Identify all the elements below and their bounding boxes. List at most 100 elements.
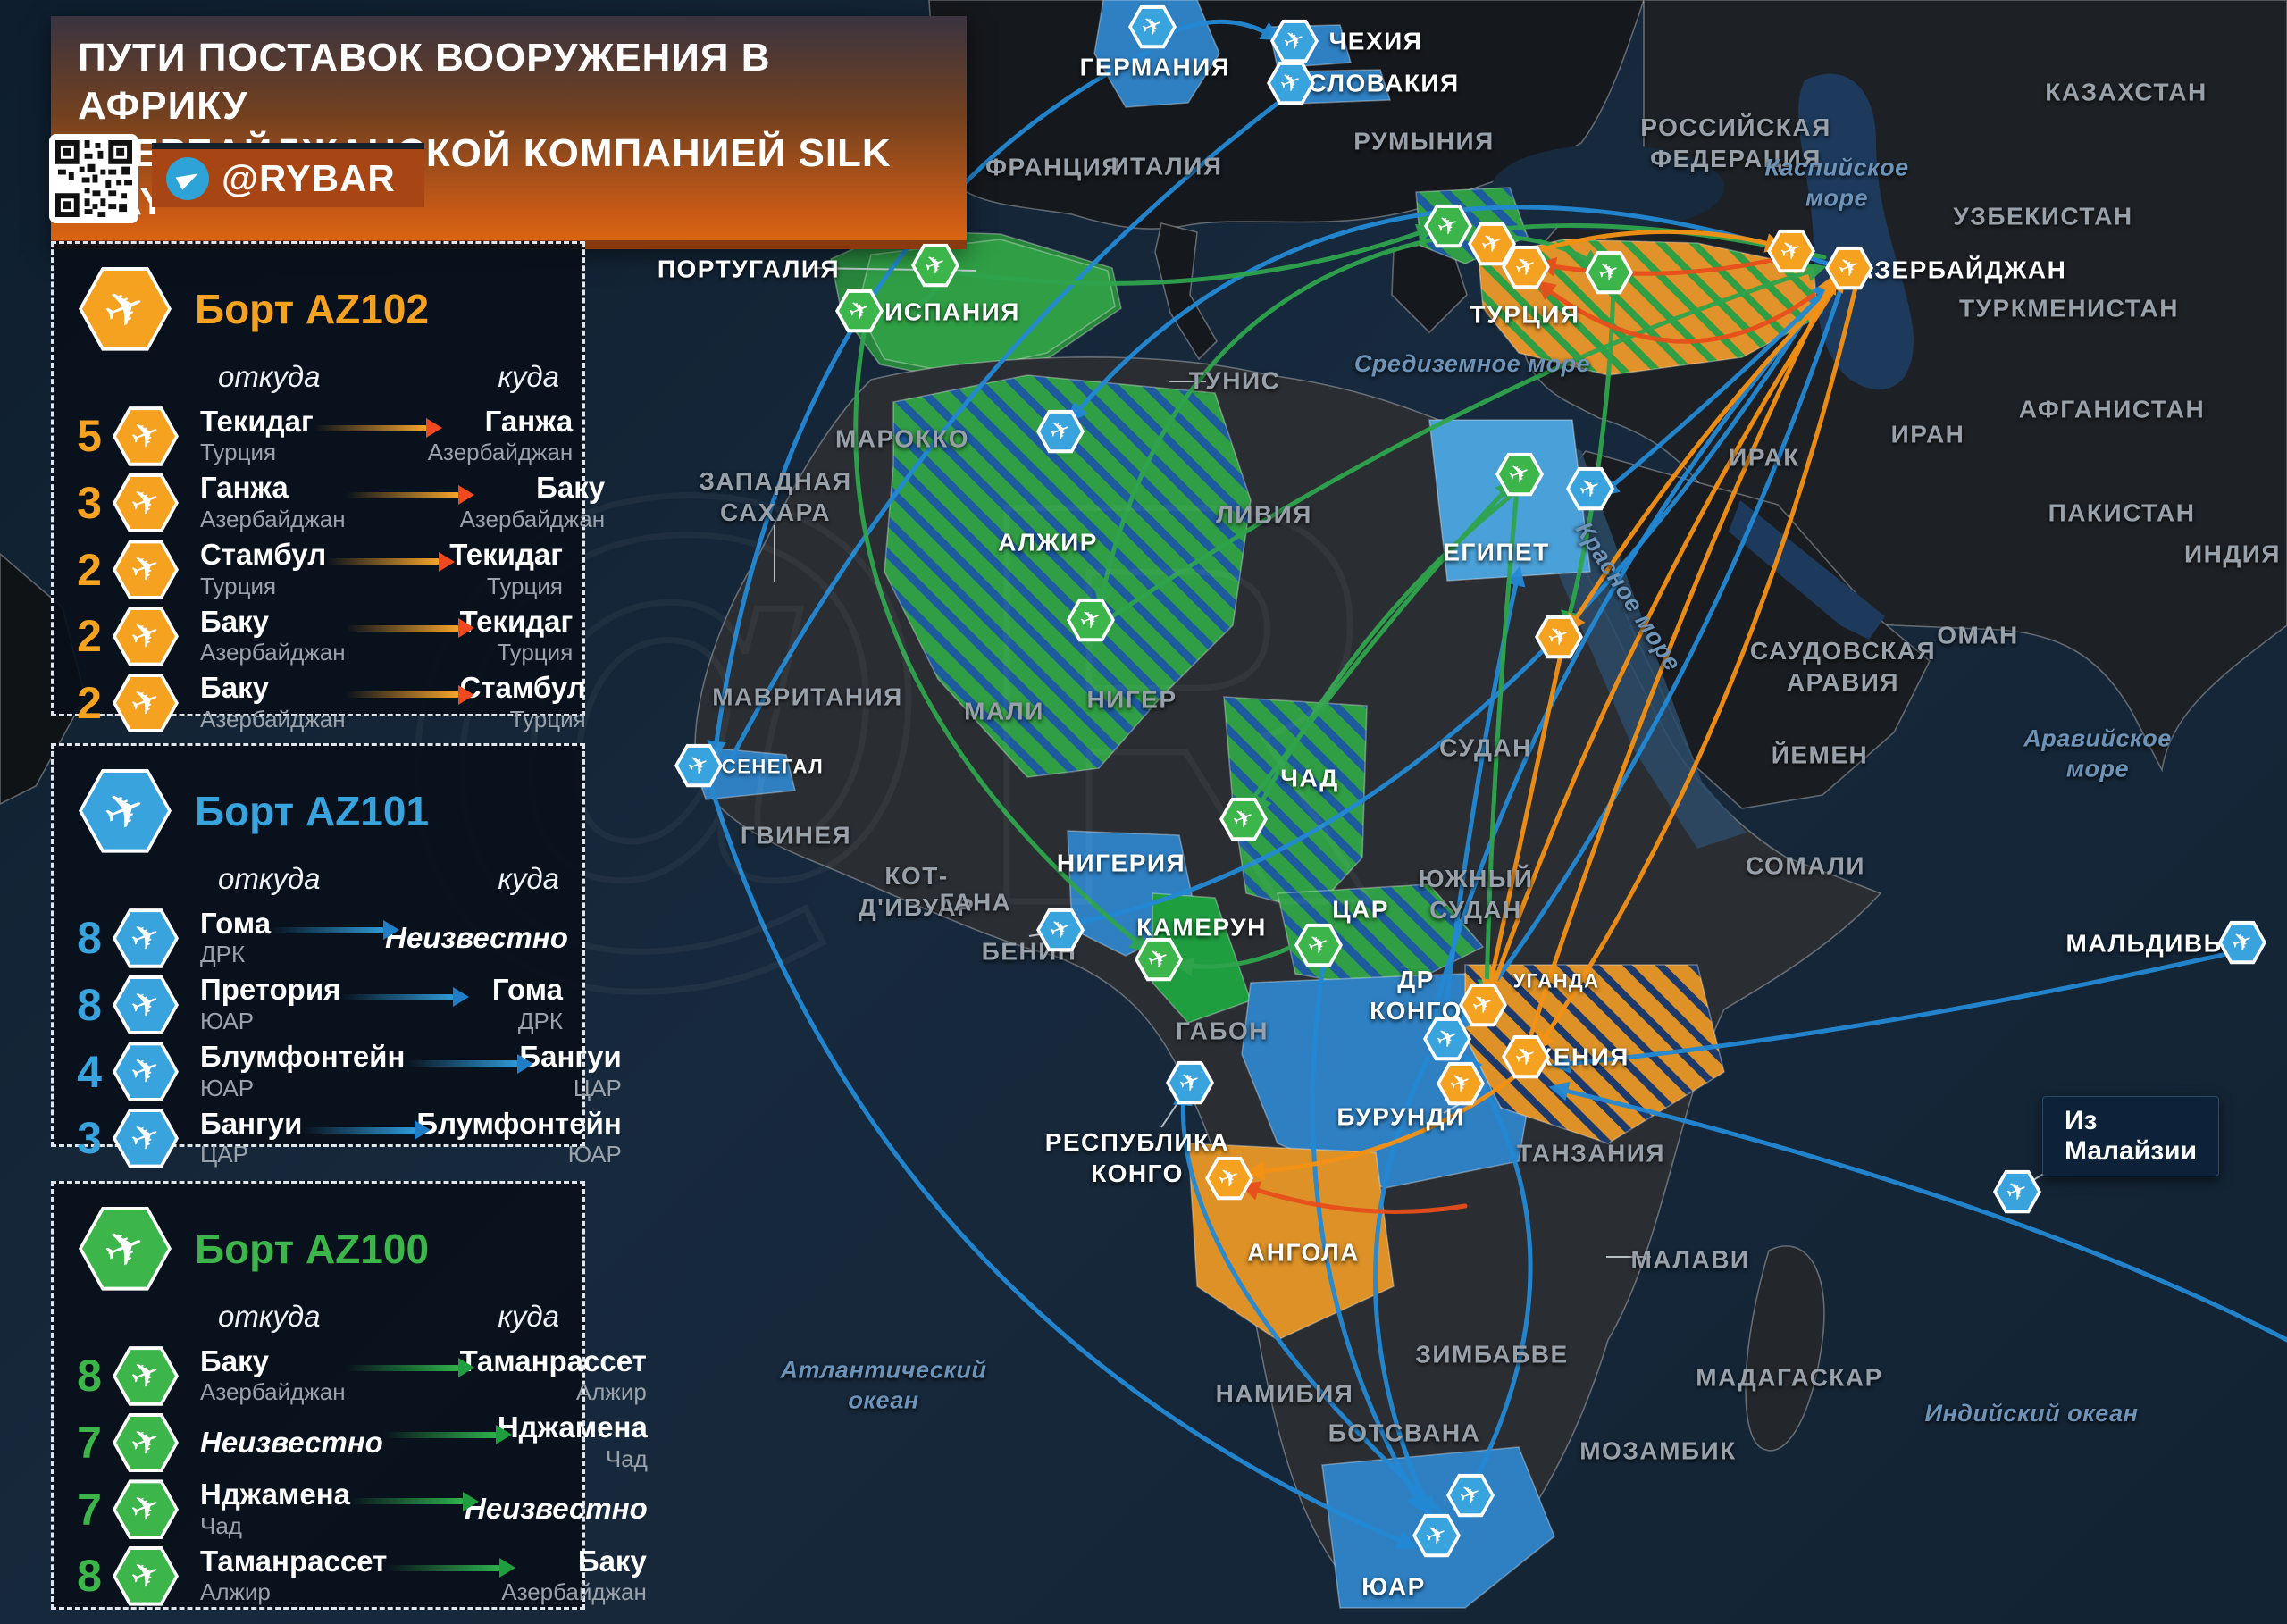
flight-route-o — [1486, 272, 1846, 1003]
panel-header: ✈ Борт AZ101 — [79, 769, 566, 853]
route-row: 2 ✈ Стамбул Турция Текидаг Турция — [66, 537, 566, 600]
blue-plane-marker: ✈ — [1166, 1060, 1214, 1105]
route-from: Гома ДРК — [200, 906, 272, 968]
route-arrow — [387, 1558, 516, 1578]
route-row: 3 ✈ Ганжа Азербайджан Баку Азербайджан — [66, 471, 605, 533]
map-label: МАДАГАСКАР — [1696, 1363, 1883, 1392]
legend-panel-az100: ✈ Борт AZ100 откуда куда 8 ✈ Баку Азербайджан Та… — [51, 1181, 648, 1610]
flight-count: 8 — [77, 913, 102, 964]
map-label: ТАНЗАНИЯ — [1516, 1139, 1666, 1168]
legend-panel-az101: ✈ Борт AZ101 откуда куда 8 ✈ Гома ДРК Неизвестно… — [51, 743, 622, 1168]
map-label: БОТСВАНА — [1328, 1419, 1481, 1447]
flight-route-b — [1068, 205, 1830, 423]
flight-count: 8 — [77, 1551, 102, 1602]
route-arrow — [302, 1120, 431, 1141]
map-label: Индийский океан — [1924, 1400, 2139, 1427]
flight-route-o — [1518, 273, 1837, 1070]
panel-title: Борт AZ100 — [195, 1225, 430, 1272]
blue-plane-marker: ✈ — [1267, 61, 1315, 105]
route-to: Неизвестно — [464, 1492, 648, 1526]
route-to: Нджамена Чад — [497, 1411, 648, 1472]
map-label: ЙЕМЕН — [1771, 741, 1869, 769]
route-arrow — [345, 684, 474, 705]
route-from: Ганжа Азербайджан — [200, 471, 346, 532]
map-label: МАЛАВИ — [1630, 1245, 1750, 1274]
map-label: САУДОВСКАЯ АРАВИЯ — [1749, 637, 1937, 696]
map-label: ОМАН — [1937, 621, 2019, 649]
green-plane-marker: ✈ — [1067, 598, 1115, 642]
route-to: Стамбул Турция — [459, 671, 586, 732]
route-row: 2 ✈ Баку Азербайджан Текидаг Турция — [66, 604, 573, 667]
green-plane-marker: ✈ — [1585, 250, 1633, 295]
route-from: Блумфонтейн ЮАР — [200, 1039, 406, 1101]
rybar-badge: @RYBAR — [152, 143, 424, 207]
map-label: НИГЕР — [1086, 685, 1177, 714]
orange-plane-marker: ✈ — [1825, 246, 1873, 290]
map-label: ГАНА — [939, 888, 1012, 917]
map-label: ЗАПАДНАЯ САХАРА — [699, 467, 852, 526]
map-label: РЕСПУБЛИКА КОНГО — [1044, 1128, 1230, 1187]
blue-plane-marker: ✈ — [674, 743, 723, 788]
route-to: Текидаг Турция — [449, 537, 563, 599]
route-to: Баку Азербайджан — [459, 471, 606, 532]
map-label: ИСПАНИЯ — [884, 297, 1020, 326]
flight-route-b — [705, 773, 1418, 1550]
route-from: Неизвестно — [200, 1425, 383, 1459]
map-label: ИТАЛИЯ — [1110, 152, 1223, 180]
map-label: АЗЕРБАЙДЖАН — [1855, 255, 2067, 284]
map-label: ТУНИС — [1188, 366, 1281, 395]
map-label: ЕГИПЕТ — [1443, 538, 1550, 566]
route-row: 8 ✈ Таманрассет Алжир Баку Азербайджан — [66, 1544, 647, 1607]
flight-route-g — [853, 326, 1151, 953]
route-from: Баку Азербайджан — [200, 604, 346, 666]
blue-plane-marker: ✈ — [2218, 920, 2266, 965]
map-label: Средиземное море — [1353, 350, 1591, 378]
flight-icon: ✈ — [79, 1207, 172, 1291]
from-column-label: откуда — [218, 359, 321, 393]
route-row: 5 ✈ Текидаг Турция Ганжа Азербайджан — [66, 406, 573, 467]
blue-plane-marker: ✈ — [1446, 1473, 1495, 1518]
map-label: Аравийское море — [2023, 724, 2172, 782]
map-label: УГАНДА — [1512, 969, 1600, 992]
route-from: Нджамена Чад — [200, 1477, 350, 1539]
flight-route-o — [1481, 648, 1564, 1000]
flight-icon: ✈ — [113, 1042, 179, 1101]
route-row: 2 ✈ Баку Азербайджан Стамбул Турция — [66, 673, 586, 733]
map-label: КАЗАХСТАН — [2045, 78, 2207, 106]
route-from: Таманрассет Алжир — [200, 1544, 388, 1606]
blue-plane-marker: ✈ — [1270, 19, 1319, 63]
flight-route-g — [1561, 285, 1616, 632]
route-from: Бангуи ЦАР — [200, 1106, 303, 1168]
route-arrow — [345, 485, 474, 506]
from-column-label: откуда — [218, 861, 321, 895]
map-label: МОЗАМБИК — [1579, 1436, 1737, 1465]
flight-route-b — [1598, 281, 1836, 498]
flight-count: 4 — [77, 1046, 102, 1097]
map-label: ТУРКМЕНИСТАН — [1959, 294, 2179, 322]
route-arrow — [345, 1358, 474, 1378]
flight-route-r — [1536, 255, 1788, 277]
map-label: ИРАН — [1890, 420, 1965, 448]
route-arrow — [271, 920, 400, 941]
map-label: ИНДИЯ — [2183, 540, 2282, 568]
flight-icon: ✈ — [113, 908, 179, 968]
map-label: ИРАК — [1729, 443, 1800, 472]
map-label: СУДАН — [1439, 733, 1532, 762]
map-label: КОТ- Д'ИВУАР — [858, 862, 976, 921]
flight-icon: ✈ — [113, 1412, 179, 1473]
map-label: МАРОККО — [834, 424, 970, 453]
map-label: ЧЕХИЯ — [1328, 27, 1423, 55]
route-row: 8 ✈ Претория ЮАР Гома ДРК — [66, 975, 566, 1035]
map-label: НАМИБИЯ — [1215, 1379, 1354, 1408]
flight-route-r — [1535, 280, 1816, 344]
route-from: Стамбул Турция — [200, 537, 327, 599]
route-to: Бангуи ЦАР — [519, 1039, 622, 1101]
flight-route-g — [1110, 263, 1827, 619]
flight-route-b — [1460, 288, 1843, 1031]
map-label: НИГЕРИЯ — [1056, 849, 1186, 877]
map-label: УЗБЕКИСТАН — [1953, 202, 2133, 230]
flight-count: 8 — [77, 980, 102, 1031]
flight-count: 5 — [77, 411, 102, 462]
blue-plane-marker: ✈ — [1036, 409, 1085, 454]
flight-count: 2 — [77, 611, 102, 662]
